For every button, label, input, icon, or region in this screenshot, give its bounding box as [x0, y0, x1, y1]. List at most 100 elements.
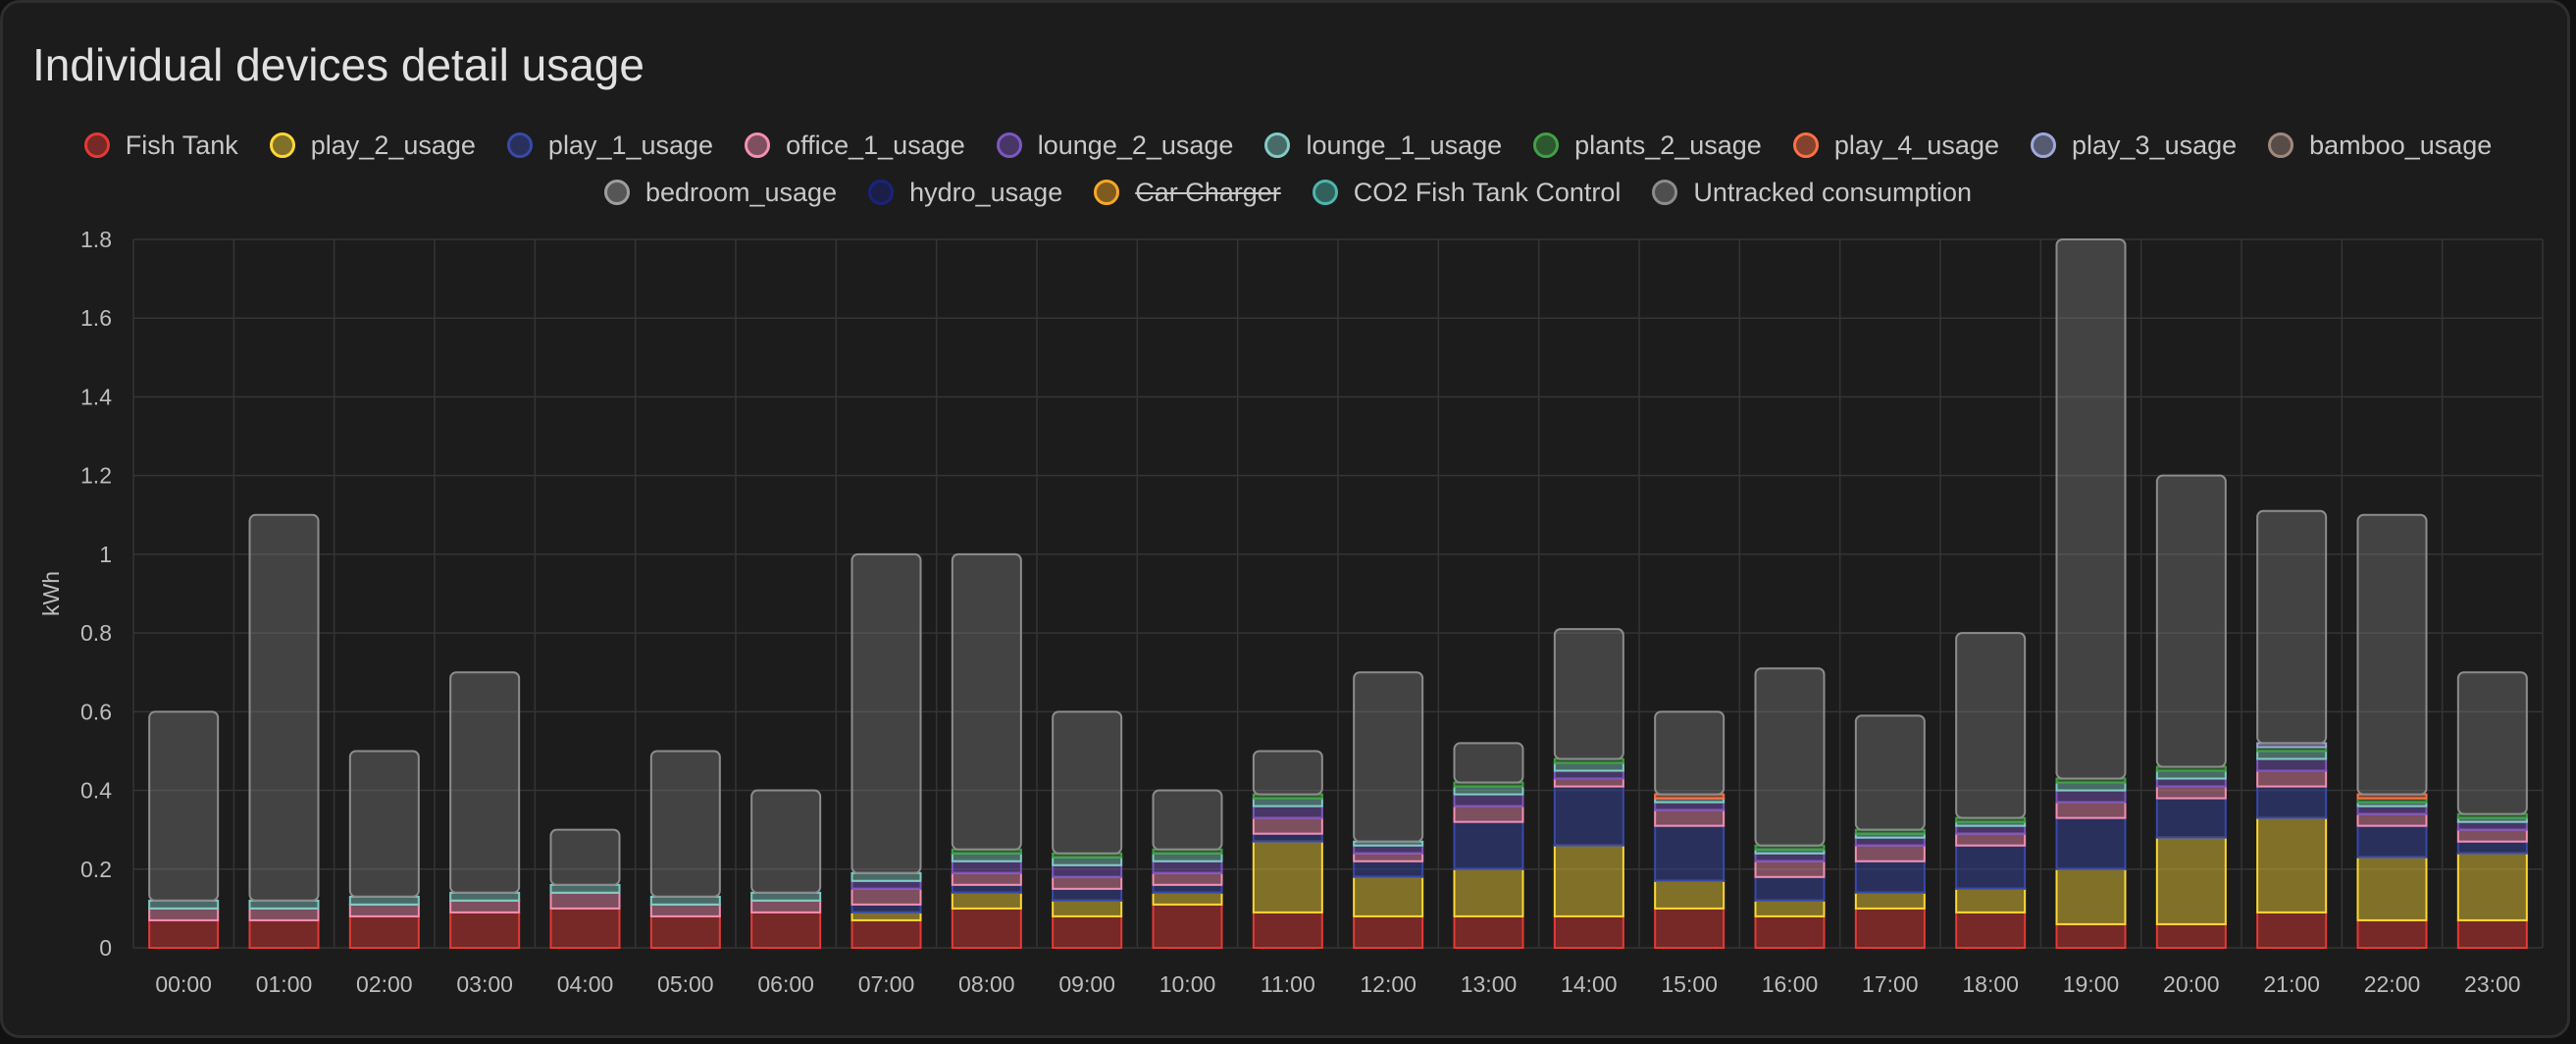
bar-segment [2155, 474, 2227, 768]
bar-segment [148, 918, 220, 950]
bar-segment [850, 879, 922, 890]
legend-item[interactable]: hydro_usage [868, 176, 1062, 209]
bar-segment [750, 789, 822, 894]
bar-segment [2155, 836, 2227, 925]
legend-item[interactable]: play_4_usage [1792, 129, 1999, 162]
legend-item[interactable]: bedroom_usage [603, 176, 838, 209]
bar-segment [2256, 816, 2328, 914]
bar-segment [1955, 632, 2027, 819]
bar-segment [2256, 750, 2328, 760]
bar-segment [1553, 914, 1624, 950]
bar-segment [348, 914, 420, 950]
legend-label: CO2 Fish Tank Control [1353, 177, 1622, 207]
bar-segment [1754, 875, 1826, 902]
bar-segment [850, 887, 922, 906]
legend-item[interactable]: play_3_usage [2030, 129, 2238, 162]
bar-segment [1152, 871, 1223, 886]
y-tick-label: 0.8 [80, 620, 112, 646]
bar-segment [449, 891, 521, 902]
bar-segment [1553, 844, 1624, 917]
bar-segment [2256, 757, 2328, 772]
bar-segment [2456, 840, 2528, 855]
legend-item[interactable]: plants_2_usage [1533, 129, 1762, 162]
bar-segment [1152, 903, 1223, 950]
legend-item[interactable]: CO2 Fish Tank Control [1312, 176, 1622, 209]
legend-label: lounge_1_usage [1306, 130, 1503, 160]
bar-segment [1353, 860, 1424, 878]
bar-segment [1152, 891, 1223, 906]
x-tick-label: 04:00 [557, 971, 614, 997]
x-tick-label: 18:00 [1962, 971, 2019, 997]
legend-label: Untracked consumption [1693, 177, 1973, 207]
bar-segment [2456, 852, 2528, 921]
bar-segment [2456, 671, 2528, 815]
bar-segment [348, 903, 420, 917]
x-tick-label: 21:00 [2263, 971, 2320, 997]
bar-segment [248, 907, 320, 921]
bar-segment [2155, 797, 2227, 839]
bar-segment [2155, 922, 2227, 950]
bar-segment [348, 895, 420, 906]
bar-segment [148, 899, 220, 910]
bar-segment [2456, 918, 2528, 950]
legend-item[interactable]: Fish Tank [83, 129, 238, 162]
legend-item[interactable]: office_1_usage [745, 129, 965, 162]
bar-segment [549, 883, 621, 894]
legend-swatch [1652, 180, 1678, 205]
bar-segment [1353, 844, 1424, 855]
bar-segment [2456, 820, 2528, 831]
bar-segment [449, 899, 521, 914]
bar-segment [1754, 860, 1826, 878]
bar-segment [148, 907, 220, 921]
bar-segment [2055, 781, 2127, 792]
bar-segment [1955, 832, 2027, 847]
legend-item[interactable]: bamboo_usage [2268, 129, 2492, 162]
bar-segment [1654, 809, 1726, 827]
x-tick-label: 06:00 [757, 971, 814, 997]
chart-legend: Fish Tank play_2_usage play_1_usage office_… [3, 129, 2573, 209]
bar-segment [1754, 667, 1826, 847]
legend-label: play_4_usage [1833, 130, 1999, 160]
bar-segment [1052, 887, 1123, 902]
bar-segment [2356, 856, 2428, 921]
y-tick-label: 1 [99, 542, 112, 567]
bar-segment [1252, 911, 1323, 950]
legend-item[interactable]: lounge_1_usage [1264, 129, 1502, 162]
legend-item[interactable]: Untracked consumption [1652, 176, 1972, 209]
bar-segment [1453, 914, 1524, 950]
x-tick-label: 15:00 [1661, 971, 1718, 997]
legend-label: play_1_usage [547, 130, 714, 160]
legend-label: play_3_usage [2071, 130, 2238, 160]
bar-segment [1152, 789, 1223, 851]
legend-label: Fish Tank [125, 130, 238, 160]
legend-swatch [2268, 132, 2294, 158]
x-tick-label: 19:00 [2063, 971, 2120, 997]
bar-segment [850, 552, 922, 874]
bar-segment [2055, 867, 2127, 925]
bar-segment [248, 899, 320, 910]
x-tick-label: 17:00 [1862, 971, 1919, 997]
legend-item[interactable]: play_2_usage [269, 129, 476, 162]
bar-segment [2155, 777, 2227, 788]
x-tick-label: 16:00 [1762, 971, 1819, 997]
x-tick-label: 14:00 [1561, 971, 1618, 997]
x-tick-label: 00:00 [155, 971, 212, 997]
bar-segment [951, 860, 1022, 874]
bar-segment [951, 907, 1022, 950]
bar-segment [2256, 911, 2328, 950]
bar-segment [2055, 922, 2127, 950]
y-tick-label: 0.6 [80, 699, 112, 724]
legend-swatch [996, 132, 1022, 158]
bar-segment [2055, 238, 2127, 780]
bar-segment [1754, 914, 1826, 950]
x-tick-label: 22:00 [2364, 971, 2421, 997]
bar-segment [951, 852, 1022, 862]
legend-swatch [2030, 132, 2056, 158]
y-tick-label: 1.8 [80, 227, 112, 252]
legend-item[interactable]: lounge_2_usage [996, 129, 1233, 162]
legend-item[interactable]: play_1_usage [506, 129, 714, 162]
bar-segment [1654, 710, 1726, 796]
bar-segment [1854, 891, 1926, 910]
legend-label: bedroom_usage [644, 177, 838, 207]
legend-item[interactable]: Car Charger [1094, 176, 1281, 209]
